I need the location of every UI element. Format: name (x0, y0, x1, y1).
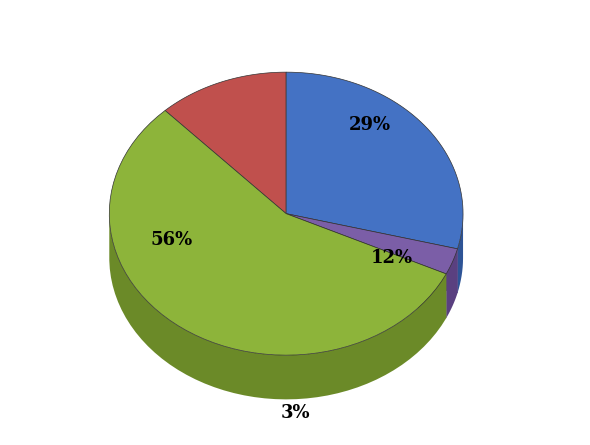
Text: 12%: 12% (371, 249, 414, 267)
Polygon shape (286, 214, 457, 293)
Text: 29%: 29% (349, 116, 391, 134)
Text: 56%: 56% (150, 231, 192, 249)
Polygon shape (286, 214, 457, 274)
Polygon shape (286, 72, 463, 249)
Polygon shape (286, 214, 446, 318)
Polygon shape (109, 216, 446, 400)
Text: 3%: 3% (280, 404, 310, 422)
Polygon shape (446, 249, 457, 318)
Polygon shape (286, 214, 457, 293)
Polygon shape (109, 110, 446, 355)
Polygon shape (286, 214, 446, 318)
Polygon shape (457, 214, 463, 293)
Polygon shape (165, 72, 286, 214)
